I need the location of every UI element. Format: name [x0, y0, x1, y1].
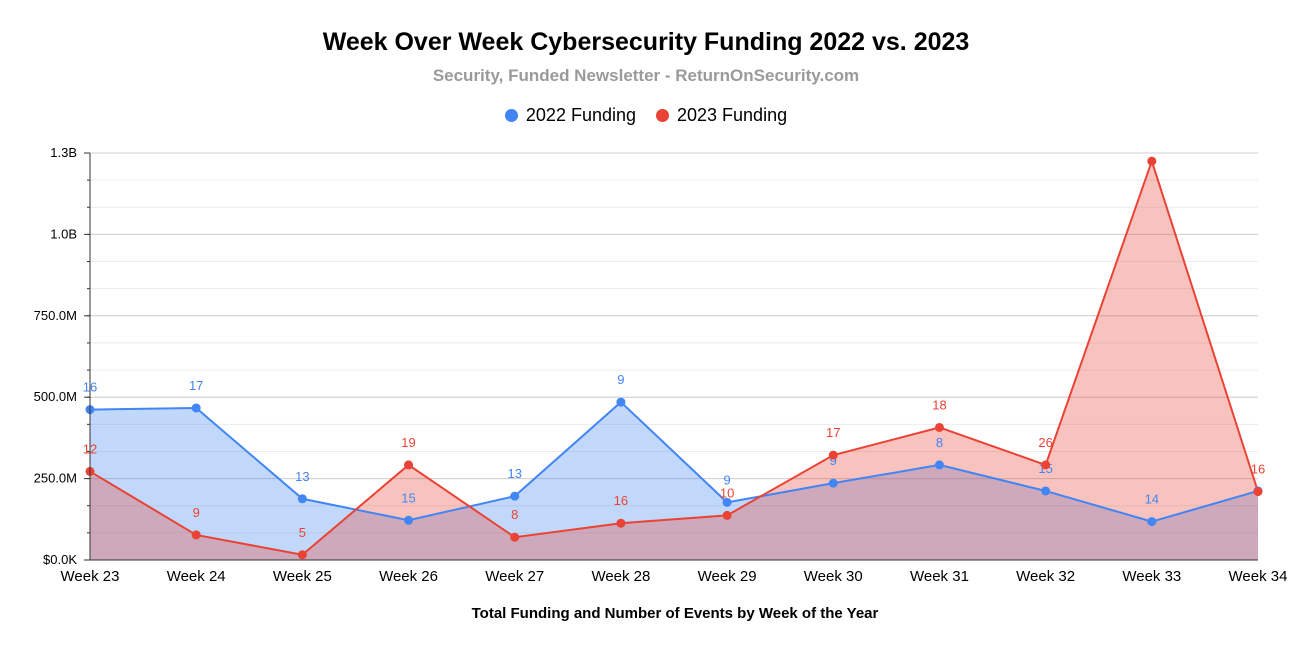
x-tick-label: Week 26 — [379, 568, 438, 585]
data-label: 9 — [723, 472, 730, 487]
data-label: 17 — [189, 378, 203, 393]
data-point — [191, 403, 201, 413]
y-tick-label: 500.0M — [34, 389, 77, 404]
data-label: 14 — [1145, 492, 1159, 507]
y-tick-label: 250.0M — [34, 471, 77, 486]
data-label: 19 — [401, 435, 415, 450]
data-point — [1041, 486, 1051, 496]
data-point — [616, 518, 626, 528]
legend-label-2023: 2023 Funding — [677, 105, 788, 125]
data-point — [191, 530, 201, 540]
data-label: 9 — [617, 372, 624, 387]
x-tick-label: Week 28 — [591, 568, 650, 585]
x-tick-label: Week 27 — [485, 568, 544, 585]
data-label: 26 — [1038, 435, 1052, 450]
data-label: 16 — [614, 493, 628, 508]
data-point — [404, 515, 414, 525]
legend-marker-2022 — [504, 109, 518, 122]
x-tick-label: Week 25 — [273, 568, 332, 585]
data-point — [934, 460, 944, 470]
legend-label-2022: 2022 Funding — [525, 105, 636, 125]
data-label: 13 — [295, 469, 309, 484]
data-point — [297, 550, 307, 560]
area-series-1 — [90, 161, 1258, 560]
data-point — [510, 491, 520, 501]
data-label: 15 — [401, 490, 415, 505]
legend-marker-2023 — [656, 109, 669, 122]
x-tick-label: Week 29 — [698, 568, 757, 585]
data-point — [828, 450, 838, 460]
data-point — [404, 460, 414, 470]
data-point — [616, 397, 626, 407]
data-label: 9 — [193, 505, 200, 520]
data-point — [934, 422, 944, 432]
data-point — [722, 510, 732, 520]
line-series-0 — [89, 400, 1259, 523]
legend: 2022 Funding 2023 Funding — [0, 105, 1292, 126]
data-label: 16 — [1251, 462, 1265, 477]
x-tick-label: Week 24 — [167, 568, 226, 585]
data-point — [1147, 517, 1157, 527]
y-tick-label: 1.3B — [50, 145, 77, 160]
data-label: 13 — [507, 466, 521, 481]
x-tick-label: Week 30 — [804, 568, 863, 585]
chart-title: Week Over Week Cybersecurity Funding 202… — [322, 28, 970, 56]
chart-subtitle: Security, Funded Newsletter - ReturnOnSe… — [432, 66, 860, 85]
data-point — [510, 532, 520, 542]
data-point — [722, 497, 732, 507]
data-label: 8 — [511, 507, 518, 522]
data-label: 8 — [936, 435, 943, 450]
data-label: 18 — [932, 397, 946, 412]
data-label: 5 — [299, 525, 306, 540]
data-point — [1147, 156, 1157, 166]
data-point — [1253, 487, 1263, 497]
x-tick-label: Week 34 — [1229, 568, 1288, 585]
y-tick-label: 1.0B — [50, 226, 77, 241]
y-tick-label: $0.0K — [43, 552, 77, 567]
x-tick-label: Week 32 — [1016, 568, 1075, 585]
x-axis-label: Total Funding and Number of Events by We… — [471, 605, 879, 622]
data-point — [297, 494, 307, 504]
y-tick-label: 750.0M — [34, 308, 77, 323]
data-label: 10 — [720, 485, 734, 500]
data-point — [828, 478, 838, 488]
legend-item-2023[interactable]: 2023 Funding — [656, 105, 787, 126]
area-series-0 — [90, 402, 1258, 560]
data-label: 9 — [830, 453, 837, 468]
x-tick-label: Week 33 — [1122, 568, 1181, 585]
legend-item-2022[interactable]: 2022 Funding — [504, 105, 636, 126]
data-label: 17 — [826, 425, 840, 440]
data-point — [1041, 460, 1051, 470]
x-tick-label: Week 31 — [910, 568, 969, 585]
line-series-1 — [89, 157, 1259, 556]
x-tick-label: Week 23 — [61, 568, 120, 585]
